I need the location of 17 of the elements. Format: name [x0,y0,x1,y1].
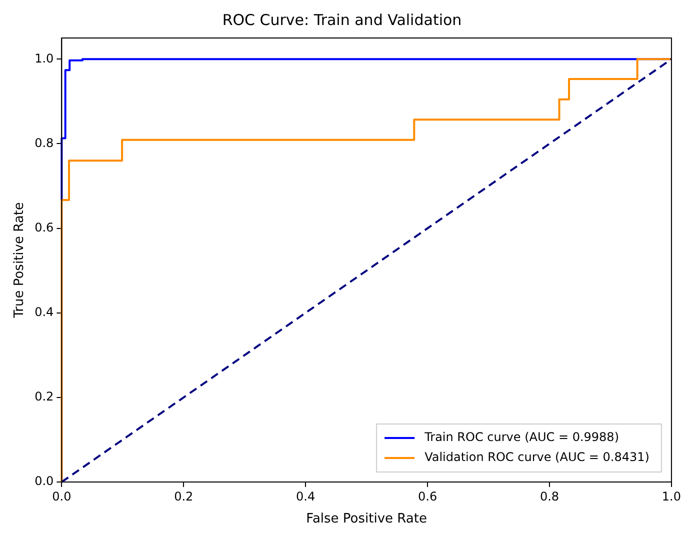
y-tick-label: 0.2 [34,390,54,404]
legend-label: Validation ROC curve (AUC = 0.8431) [424,450,650,464]
x-tick-label: 0.4 [296,489,316,504]
legend-label: Train ROC curve (AUC = 0.9988) [424,430,620,444]
x-tick-label: 1.0 [662,489,682,504]
x-tick-label: 0.2 [174,489,194,504]
x-tick-label: 0.0 [52,489,72,504]
y-axis-title: True Positive Rate [12,202,28,319]
x-axis-title: False Positive Rate [306,512,427,527]
x-tick-label: 0.8 [540,489,560,504]
y-tick-label: 1.0 [34,51,54,66]
y-tick-label: 0.6 [34,220,54,234]
y-tick-label: 0.8 [34,136,54,150]
x-tick-label: 0.6 [418,489,438,504]
y-tick-label: 0.4 [34,304,54,319]
y-tick-label: 0.0 [34,474,54,488]
chart-title: ROC Curve: Train and Validation [222,10,462,29]
